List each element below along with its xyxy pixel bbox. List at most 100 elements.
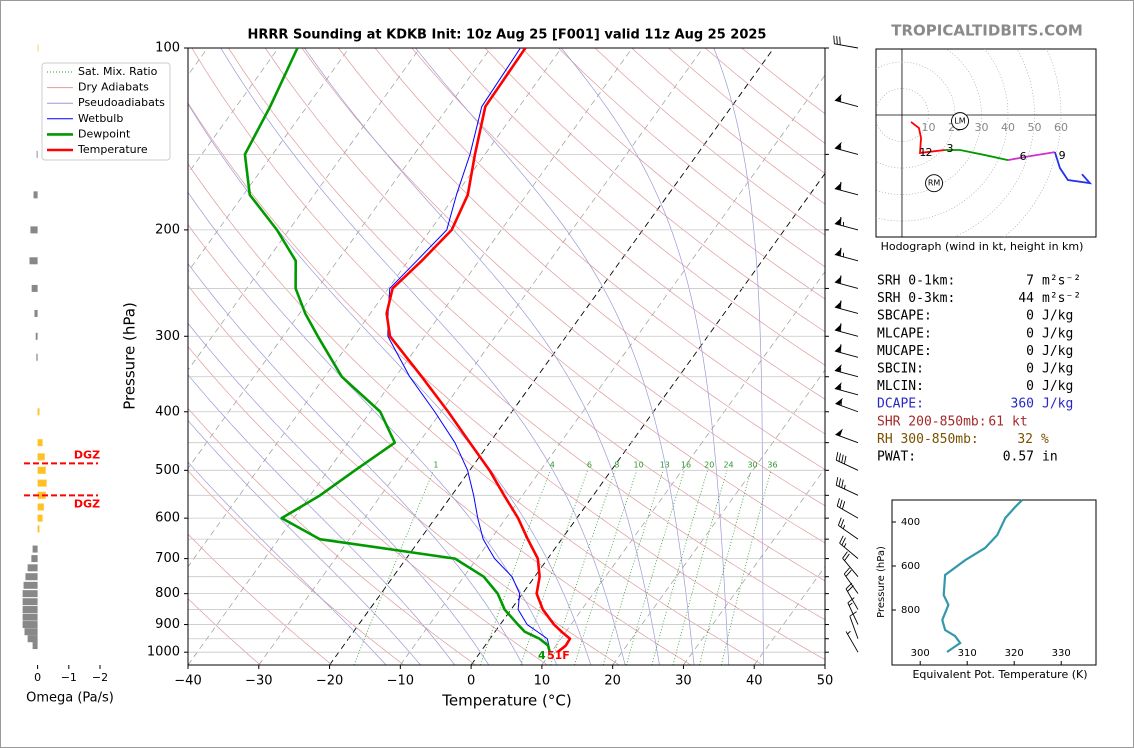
barb-flag [834,182,842,190]
stat-value: 44 [1018,291,1034,306]
stat-unit: J/kg [1042,309,1073,324]
omega-bar [30,226,38,234]
omega-bar [32,642,38,650]
y-tick-label: 800 [155,586,180,601]
omega-bar [36,353,38,361]
isotherm [188,48,350,273]
barb-shaft [834,367,859,378]
stat-unit: in [1042,450,1058,465]
stat-label: SRH 0-3km: [877,291,955,306]
isotherm [188,48,421,371]
wind-barb [835,428,859,444]
thetae-frame [891,499,1097,666]
hodograph-frame [875,48,1097,238]
stat-unit: % [1041,432,1049,447]
pseudoadiabat [415,48,695,665]
isotherm [188,48,279,175]
height-label: 2 [926,146,933,159]
mixing-ratio-line [699,470,752,665]
stat-unit: m²s⁻² [1042,274,1081,289]
x-tick-label: 0 [467,674,475,689]
dry-adiabat [188,284,620,665]
stat-label: DCAPE: [877,397,924,412]
mixing-ratio-line [672,470,728,665]
height-label: 9 [1059,149,1066,162]
stat-label: MUCAPE: [877,344,932,359]
hodograph-ring-label: 10 [921,121,935,134]
mixing-ratio-label: 13 [660,461,670,470]
hodograph-ring [876,88,929,142]
dry-adiabat [264,48,825,544]
pseudoadiabat [188,191,558,665]
dry-adiabat [188,470,405,665]
hodograph-line [910,121,946,154]
omega-bar [37,525,40,533]
barb-shaft [835,451,859,471]
stat-label: MLCAPE: [877,326,932,341]
omega-bar [32,545,38,553]
brand: TROPICALTIDBITS.COM [891,22,1083,40]
isotherm [329,48,775,665]
barb-shaft [836,498,859,519]
omega-bar [37,439,43,447]
barb-flag [834,382,842,390]
wind-barb [845,630,859,653]
mixing-ratio-label: 36 [767,461,777,470]
chart-title: HRRR Sounding at KDKB Init: 10z Aug 25 [… [248,28,767,43]
hodograph-ring-label: 40 [1001,121,1015,134]
barb-flag [834,300,842,309]
dgz-label: DGZ [74,497,100,510]
x-tick-label: 20 [604,674,621,689]
wind-barb [834,181,859,196]
hodograph-grid [876,49,1096,237]
thetae-line [941,499,1023,653]
omega-x-label: Omega (Pa/s) [26,691,114,706]
x-tick-label: −30 [245,674,272,689]
legend-label: Wetbulb [78,112,123,125]
stat-unit: J/kg [1042,362,1073,377]
dry-adiabat [188,346,548,665]
omega-bar [27,564,38,572]
mixing-ratio-line [602,470,664,665]
wind-barb [834,247,859,262]
hodograph-caption: Hodograph (wind in kt, height in km) [881,240,1084,253]
barb-shaft [834,386,859,396]
wind-barb [834,141,859,155]
hodograph-ring-label: 30 [974,121,988,134]
mixing-ratio-label: 30 [747,461,757,470]
dry-adiabat [188,102,825,661]
x-tick-label: 330 [1052,648,1071,659]
profile-line [243,48,551,653]
wind-barb [836,498,859,519]
x-tick-label: −20 [316,674,343,689]
omega-bar [37,479,47,487]
y-tick-label: 300 [155,329,180,344]
x-tick-label: 30 [675,674,692,689]
wind-barb [834,382,859,396]
y-tick-label: 400 [155,404,180,419]
isotherm [258,48,704,665]
omega-bar [31,555,38,563]
stat-label: SHR 200-850mb: [877,414,987,429]
y-tick-label: 600 [901,561,920,572]
x-tick-label: −10 [387,674,414,689]
mixing-ratio-label: 6 [587,461,592,470]
mixing-ratio-label: 4 [550,461,555,470]
plot-frame [187,47,826,666]
isotherm [188,48,562,568]
pseudoadiabat [188,461,387,665]
legend-label: Dewpoint [78,127,131,140]
y-axis-label: Pressure (hPa) [121,302,139,410]
barb-shaft [833,35,859,49]
barb-flag [835,397,843,406]
hodograph-line [944,149,1009,161]
wind-barb [834,93,859,107]
pseudoadiabat [188,374,456,665]
mixing-ratio-line [651,470,709,665]
barb-flag [834,217,842,225]
hodograph-ring [1003,49,1062,237]
height-label: 6 [1020,150,1027,163]
x-tick-label: 0 [34,671,41,684]
hodograph-line [1007,151,1056,161]
stat-value: 0 [1026,344,1034,359]
